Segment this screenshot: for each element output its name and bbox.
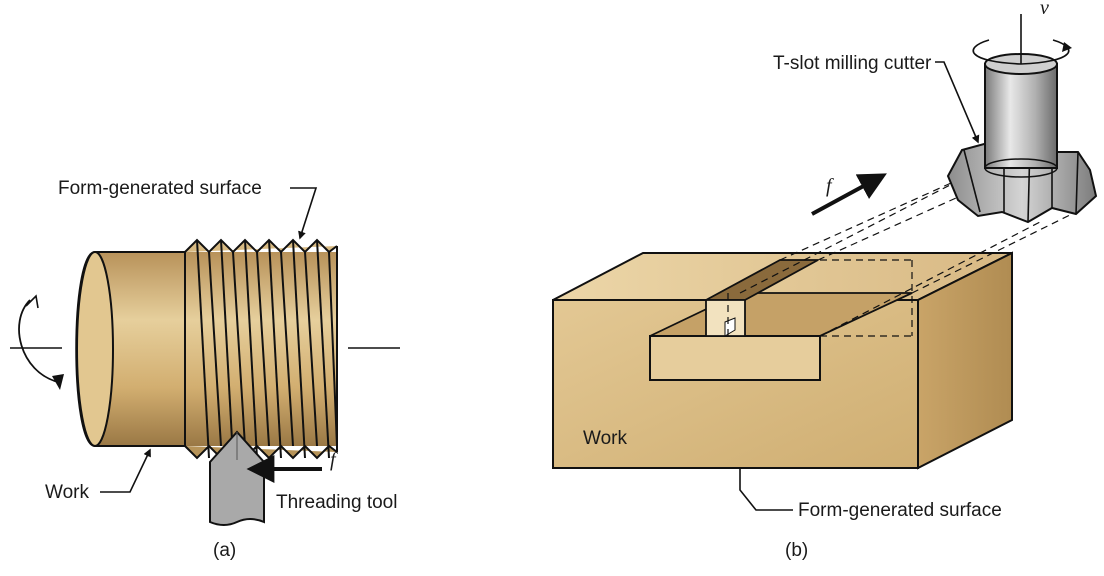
threading-tool-label: Threading tool bbox=[276, 492, 397, 513]
work-label-b: Work bbox=[583, 428, 627, 449]
speed-symbol: v bbox=[1040, 0, 1049, 19]
form-surface-label-a: Form-generated surface bbox=[58, 178, 262, 199]
work-leader-a bbox=[100, 448, 151, 493]
work-label-a: Work bbox=[45, 482, 89, 503]
block-right-face bbox=[917, 251, 1013, 470]
t-slot-cutter bbox=[946, 14, 1098, 224]
caption-b: (b) bbox=[785, 540, 808, 561]
t-slot bbox=[649, 259, 913, 381]
cutter-leader bbox=[935, 61, 980, 144]
rotation-arrow-top-icon bbox=[25, 294, 39, 309]
thread-section bbox=[184, 238, 338, 460]
panel-b: f v T-slot milling cutter Work Form-gene… bbox=[552, 0, 1098, 561]
rotation-arrowhead-icon bbox=[52, 374, 64, 390]
work-end-face bbox=[76, 251, 114, 447]
feed-arrow-b bbox=[811, 173, 887, 216]
form-surface-label-b: Form-generated surface bbox=[798, 500, 1002, 521]
form-surface-leader-a bbox=[290, 187, 318, 240]
form-surface-leader-b bbox=[739, 468, 793, 511]
cutter-label: T-slot milling cutter bbox=[773, 53, 932, 74]
cutter-shaft bbox=[984, 63, 1058, 169]
rotation-arrow-icon bbox=[18, 299, 59, 383]
feed-symbol-a: f bbox=[330, 449, 338, 471]
cutter-rotation-head-icon bbox=[1062, 42, 1072, 52]
feed-symbol-b: f bbox=[826, 175, 834, 197]
panel-a: f Form-generated surface Work Threading … bbox=[10, 178, 400, 561]
caption-a: (a) bbox=[213, 540, 236, 561]
